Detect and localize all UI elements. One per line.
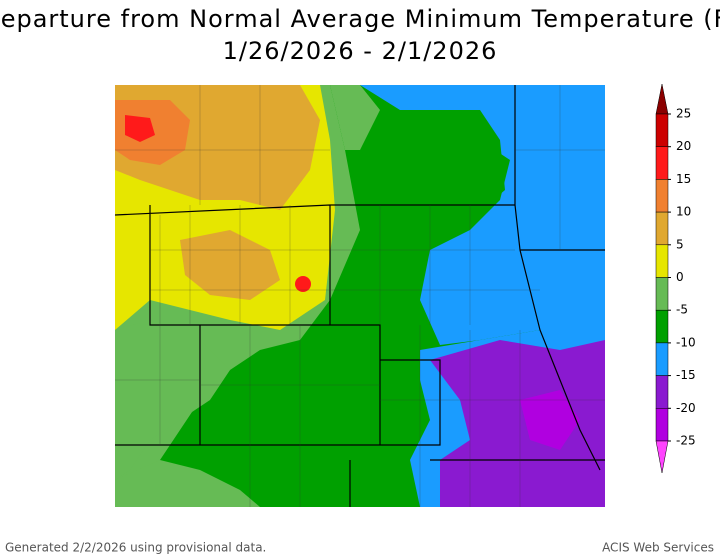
colorbar-tick-label: -20 <box>676 401 696 415</box>
title: Departure from Normal Average Minimum Te… <box>0 5 720 33</box>
subtitle: 1/26/2026 - 2/1/2026 <box>223 37 498 65</box>
colorbar-tick-label: -5 <box>676 303 688 317</box>
colorbar: 25 20 15 10 5 0 -5 -10 -15 -20 -25 <box>655 83 696 474</box>
colorbar-arrow <box>655 440 669 474</box>
colorbar-band <box>655 146 669 180</box>
colorbar-band <box>655 113 669 147</box>
map <box>115 85 605 507</box>
colorbar-band <box>655 408 669 442</box>
footer-right: ACIS Web Services <box>602 541 714 555</box>
colorbar-tick-label: 0 <box>676 270 684 284</box>
colorbar-tick-label: 25 <box>676 107 691 121</box>
colorbar-band <box>655 375 669 409</box>
footer-left: Generated 2/2/2026 using provisional dat… <box>5 541 266 555</box>
colorbar-tick-label: -10 <box>676 335 696 349</box>
colorbar-band <box>655 179 669 213</box>
colorbar-band <box>655 211 669 246</box>
colorbar-tick-label: 10 <box>676 205 691 219</box>
colorbar-band <box>655 277 669 311</box>
colorbar-band <box>655 342 669 376</box>
colorbar-tick-label: -25 <box>676 434 696 448</box>
colorbar-arrow <box>655 83 669 115</box>
colorbar-band <box>655 309 669 344</box>
colorbar-tick-label: 20 <box>676 139 691 153</box>
colorbar-tick-label: 15 <box>676 172 691 186</box>
colorbar-tick-label: -15 <box>676 368 696 382</box>
colorbar-tick-label: 5 <box>676 237 684 251</box>
colorbar-band <box>655 244 669 278</box>
